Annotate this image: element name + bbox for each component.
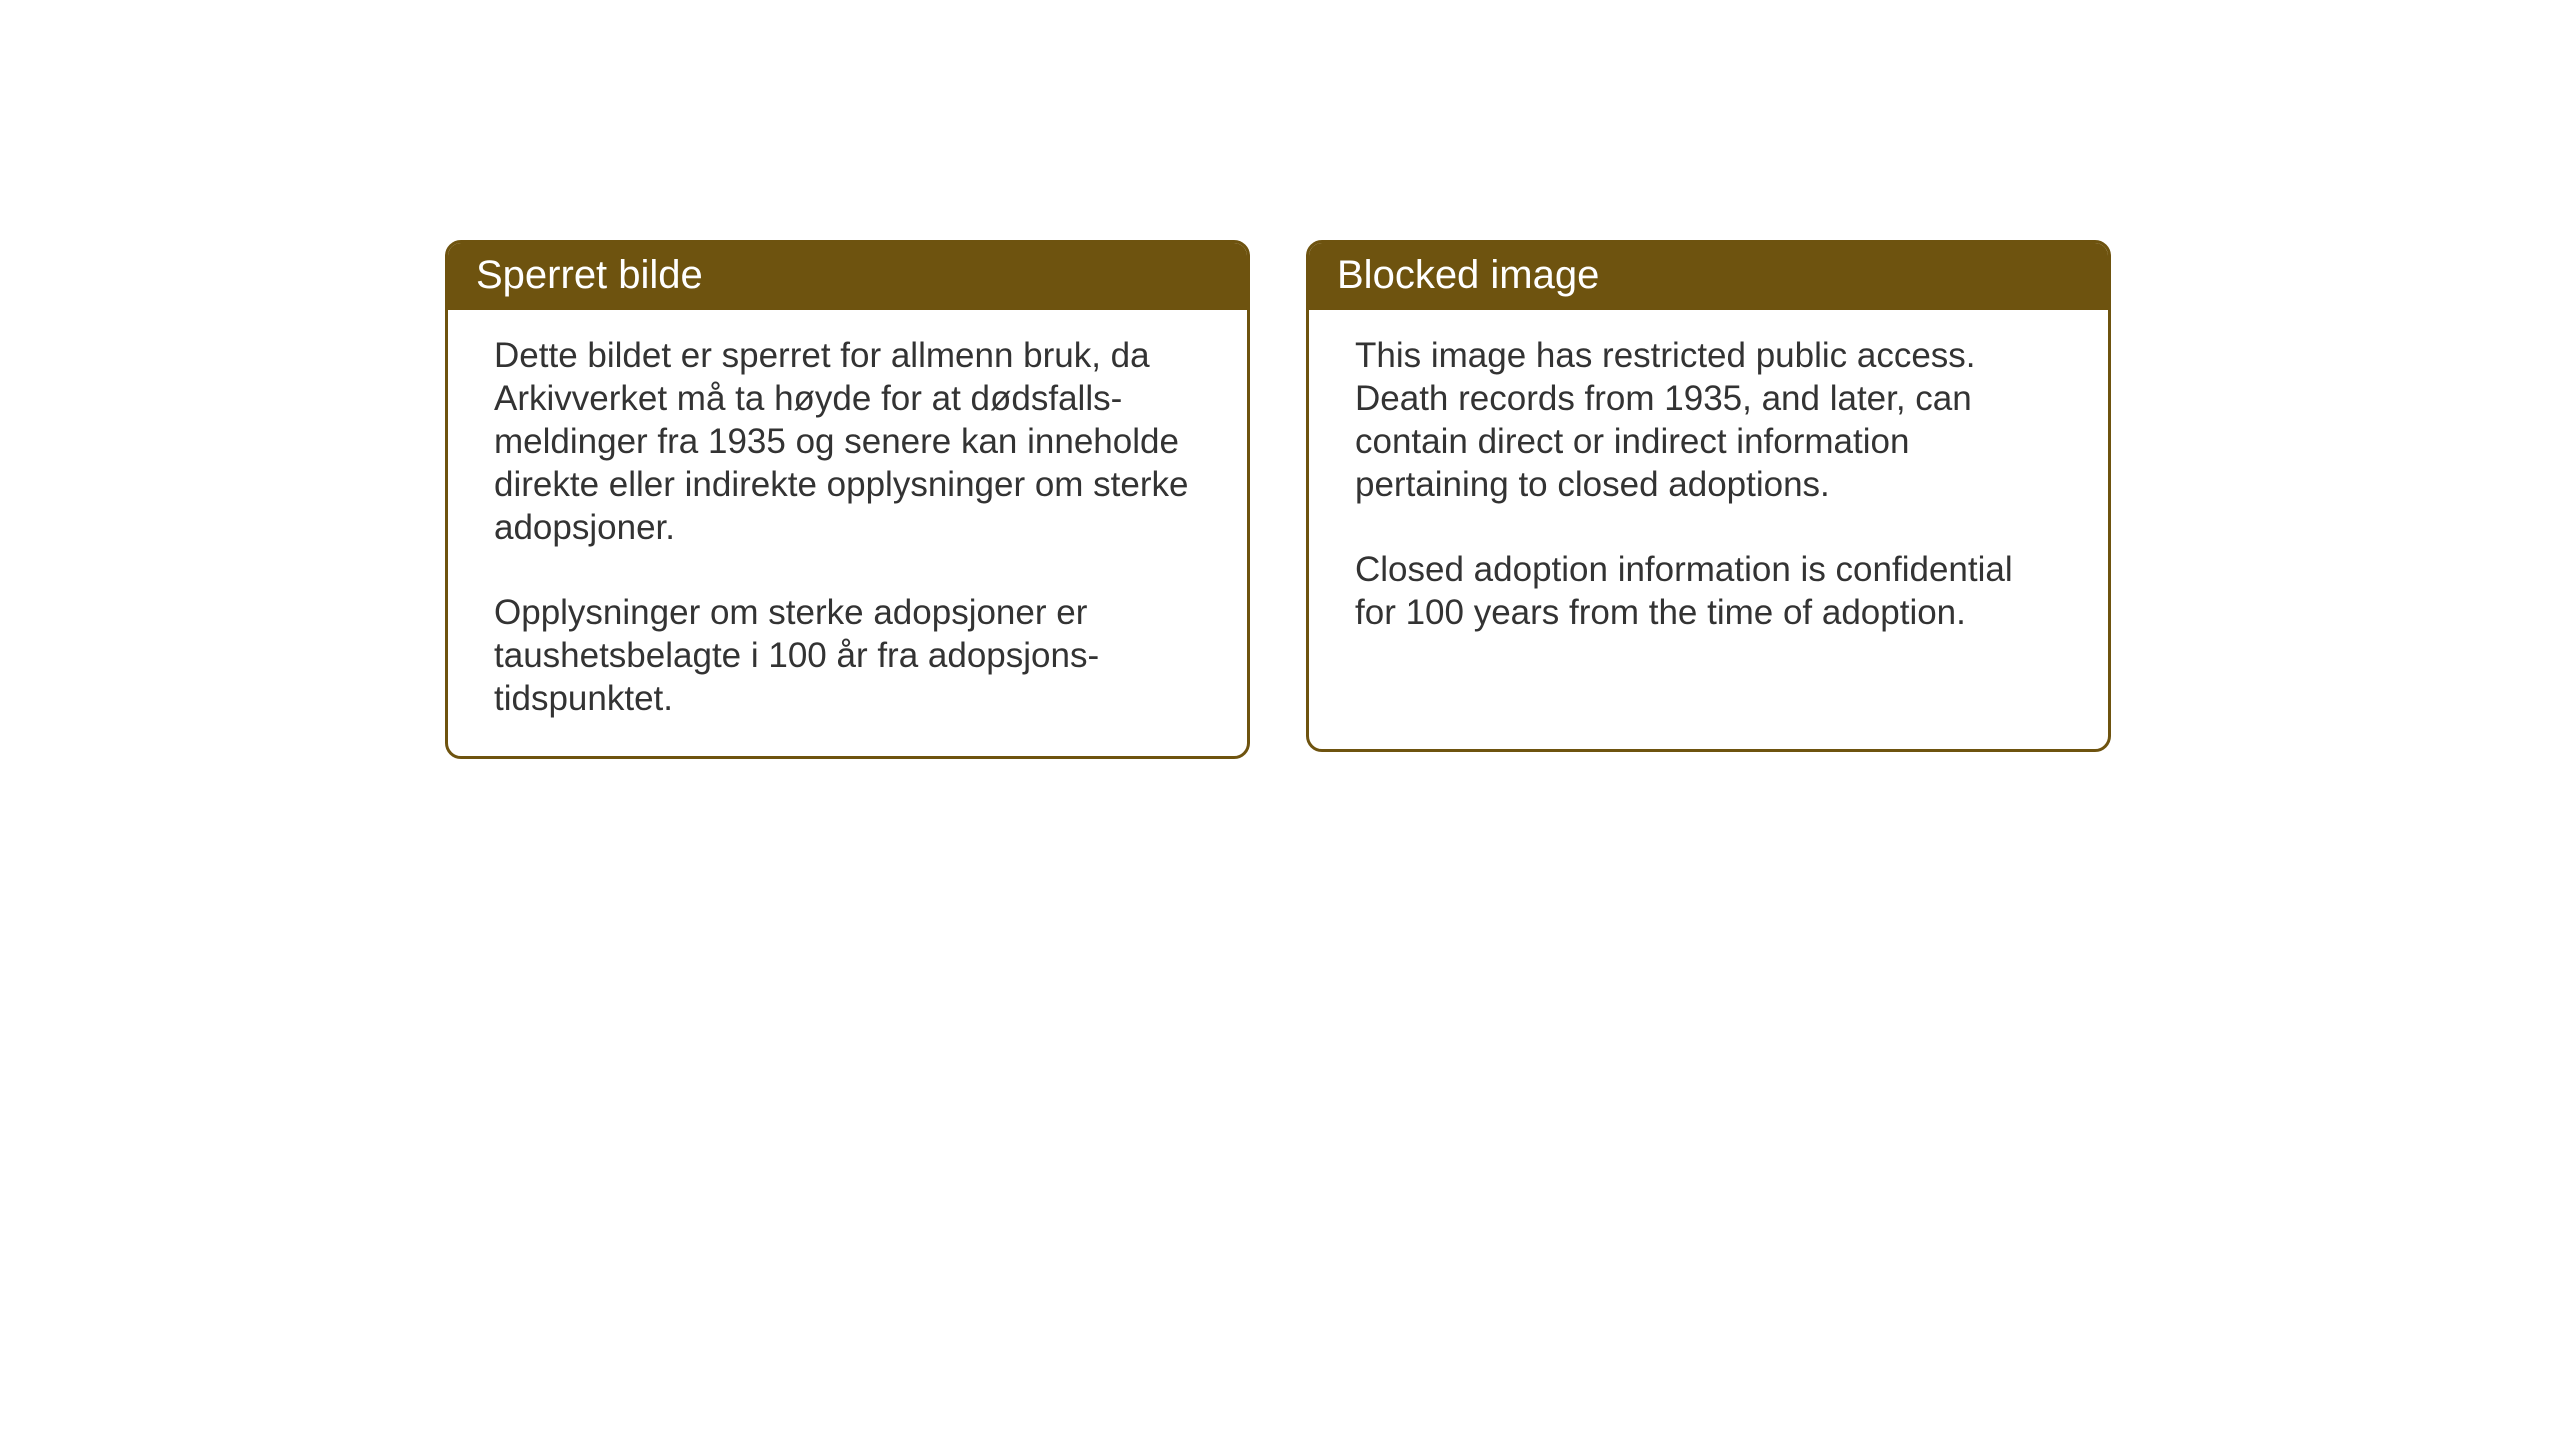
notice-paragraph-1-english: This image has restricted public access.… [1355, 334, 2062, 506]
notice-body-english: This image has restricted public access.… [1309, 310, 2108, 670]
notice-header-norwegian: Sperret bilde [448, 243, 1247, 310]
notice-body-norwegian: Dette bildet er sperret for allmenn bruk… [448, 310, 1247, 756]
notice-paragraph-2-norwegian: Opplysninger om sterke adopsjoner er tau… [494, 591, 1201, 720]
notice-card-norwegian: Sperret bilde Dette bildet er sperret fo… [445, 240, 1250, 759]
notice-container: Sperret bilde Dette bildet er sperret fo… [445, 240, 2111, 759]
notice-card-english: Blocked image This image has restricted … [1306, 240, 2111, 752]
notice-title-norwegian: Sperret bilde [476, 253, 703, 297]
notice-paragraph-2-english: Closed adoption information is confident… [1355, 548, 2062, 634]
notice-paragraph-1-norwegian: Dette bildet er sperret for allmenn bruk… [494, 334, 1201, 549]
notice-header-english: Blocked image [1309, 243, 2108, 310]
notice-title-english: Blocked image [1337, 253, 1599, 297]
